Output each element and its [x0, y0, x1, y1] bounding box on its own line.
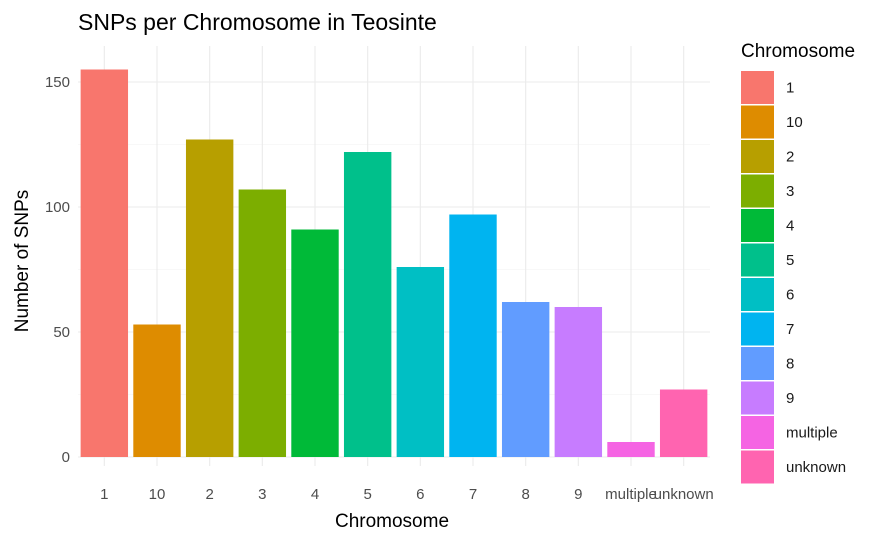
bar-9	[554, 307, 603, 457]
legend-label: 2	[786, 149, 794, 166]
legend-label: 10	[786, 114, 803, 131]
legend-key-4	[741, 209, 774, 242]
bar-6	[396, 267, 445, 457]
legend-key-10	[741, 105, 774, 139]
y-tick-label: 150	[45, 74, 70, 91]
legend-key-multiple	[741, 416, 774, 449]
legend-label: 7	[786, 321, 794, 338]
y-tick-label: 50	[53, 324, 70, 341]
bar-7	[449, 214, 497, 457]
chart-title: SNPs per Chromosome in Teosinte	[78, 9, 437, 35]
bar-multiple	[607, 442, 655, 457]
legend-label: 3	[786, 183, 794, 200]
legend-title: Chromosome	[741, 41, 855, 62]
x-tick-label: unknown	[654, 486, 714, 503]
legend-label: multiple	[786, 425, 838, 442]
bars	[80, 69, 708, 457]
x-tick-label: 10	[149, 486, 166, 503]
legend-label: 8	[786, 356, 794, 373]
legend: 1 10 2 3 4 5 6 7 8 9 multiple unknown	[741, 71, 846, 484]
legend-key-8	[741, 347, 774, 380]
x-tick-label: 3	[258, 486, 266, 503]
legend-key-6	[741, 278, 774, 311]
legend-label: 9	[786, 390, 794, 407]
x-tick-label: 1	[100, 486, 108, 503]
legend-key-9	[741, 381, 774, 415]
bar-5	[343, 152, 392, 457]
bar-1	[80, 69, 129, 457]
legend-key-3	[741, 174, 774, 208]
x-axis-title: Chromosome	[335, 511, 449, 532]
x-tick-label: 9	[574, 486, 582, 503]
y-tick-label: 100	[45, 199, 70, 216]
legend-key-2	[741, 140, 774, 173]
y-axis-title: Number of SNPs	[12, 190, 33, 333]
legend-label: unknown	[786, 459, 846, 476]
legend-label: 1	[786, 80, 794, 97]
y-axis-ticks: 0 50 100 150	[45, 74, 70, 466]
bar-4	[291, 229, 339, 457]
legend-key-5	[741, 243, 774, 277]
x-tick-label: 7	[469, 486, 477, 503]
bar-3	[238, 189, 287, 457]
legend-key-7	[741, 312, 774, 346]
x-tick-label: 4	[311, 486, 319, 503]
legend-label: 5	[786, 252, 794, 269]
legend-key-unknown	[741, 450, 774, 484]
x-tick-label: 6	[416, 486, 424, 503]
x-tick-label: 5	[363, 486, 371, 503]
legend-label: 4	[786, 218, 794, 235]
bar-2	[185, 139, 234, 457]
x-tick-label: multiple	[605, 486, 657, 503]
legend-key-1	[741, 71, 774, 104]
legend-label: 6	[786, 287, 794, 304]
x-tick-label: 2	[205, 486, 213, 503]
bar-8	[501, 302, 550, 457]
bar-10	[133, 324, 181, 457]
bar-unknown	[659, 389, 708, 457]
x-tick-label: 8	[521, 486, 529, 503]
y-tick-label: 0	[62, 449, 70, 466]
